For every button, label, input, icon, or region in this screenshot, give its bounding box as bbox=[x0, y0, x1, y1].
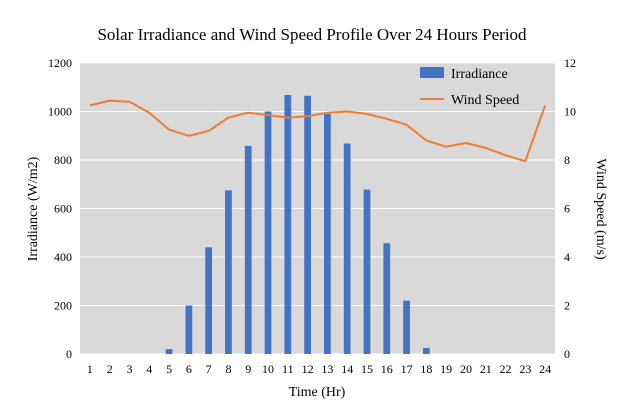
left-axis-tick-label: 0 bbox=[66, 347, 72, 361]
irradiance-bar bbox=[304, 95, 311, 355]
x-axis-tick-label: 15 bbox=[361, 362, 373, 376]
irradiance-bar bbox=[422, 347, 430, 354]
x-axis-tick-label: 5 bbox=[166, 362, 172, 376]
x-axis-tick-label: 8 bbox=[225, 362, 231, 376]
right-axis-tick-label: 12 bbox=[564, 56, 576, 70]
x-axis-tick-label: 17 bbox=[401, 362, 413, 376]
x-axis-tick-label: 2 bbox=[107, 362, 113, 376]
x-axis-tick-label: 14 bbox=[341, 362, 353, 376]
left-axis-tick-label: 800 bbox=[54, 153, 72, 167]
x-axis-tick-label: 21 bbox=[480, 362, 492, 376]
irradiance-bar bbox=[383, 243, 391, 354]
x-axis-tick-label: 19 bbox=[440, 362, 452, 376]
x-axis-tick-label: 22 bbox=[500, 362, 512, 376]
x-axis-tick-label: 11 bbox=[282, 362, 294, 376]
left-axis-title: Irradiance (W/m2) bbox=[26, 156, 41, 261]
right-axis-ticks: 0 2 4 6 8 10 12 bbox=[564, 56, 576, 361]
irradiance-bars bbox=[165, 95, 430, 355]
x-axis-tick-label: 4 bbox=[146, 362, 152, 376]
irradiance-bar bbox=[324, 113, 331, 354]
irradiance-bar bbox=[363, 189, 371, 354]
irradiance-bar bbox=[284, 95, 292, 354]
gridlines bbox=[80, 62, 555, 355]
irradiance-bar bbox=[264, 111, 272, 354]
x-axis-tick-label: 10 bbox=[262, 362, 274, 376]
x-axis-tick-label: 6 bbox=[186, 362, 192, 376]
left-axis-tick-label: 600 bbox=[54, 202, 72, 216]
x-axis-tick-label: 24 bbox=[539, 362, 551, 376]
right-axis-tick-label: 2 bbox=[564, 299, 570, 313]
irradiance-bar bbox=[225, 190, 232, 354]
wind-speed-line-layer bbox=[89, 99, 547, 163]
legend-wind-speed-label: Wind Speed bbox=[451, 93, 519, 108]
right-axis-title: Wind Speed (m/s) bbox=[593, 158, 608, 260]
legend-irradiance-swatch bbox=[420, 67, 444, 78]
left-axis-tick-label: 400 bbox=[54, 250, 72, 264]
x-axis-tick-label: 12 bbox=[302, 362, 314, 376]
irradiance-bar bbox=[343, 143, 351, 354]
right-axis-tick-label: 8 bbox=[564, 153, 570, 167]
x-axis-tick-label: 7 bbox=[206, 362, 212, 376]
left-axis-tick-label: 200 bbox=[54, 299, 72, 313]
right-axis-tick-label: 0 bbox=[564, 347, 570, 361]
x-axis-tick-label: 9 bbox=[245, 362, 251, 376]
legend-irradiance-label: Irradiance bbox=[451, 67, 508, 82]
irradiance-bar bbox=[244, 145, 252, 354]
x-axis-tick-label: 23 bbox=[519, 362, 531, 376]
x-axis-tick-label: 18 bbox=[420, 362, 432, 376]
x-axis-ticks: 1 2 3 4 5 6 7 8 9 10 11 12 13 14 15 16 17 18 19 20 21 22 23 24 bbox=[87, 362, 551, 376]
irradiance-bar bbox=[403, 300, 410, 354]
left-axis-tick-label: 1200 bbox=[48, 56, 72, 70]
x-axis-tick-label: 20 bbox=[460, 362, 472, 376]
legend: Irradiance Wind Speed bbox=[420, 67, 519, 108]
irradiance-bar bbox=[185, 305, 193, 354]
chart-title: Solar Irradiance and Wind Speed Profile … bbox=[97, 25, 527, 44]
x-axis-tick-label: 1 bbox=[87, 362, 93, 376]
x-axis-title: Time (Hr) bbox=[289, 385, 346, 400]
x-axis-tick-label: 13 bbox=[321, 362, 333, 376]
irradiance-bar bbox=[165, 349, 173, 354]
left-axis-ticks: 0 200 400 600 800 1000 1200 bbox=[48, 56, 72, 361]
left-axis-tick-label: 1000 bbox=[48, 105, 72, 119]
wind-speed-line bbox=[89, 99, 547, 163]
right-axis-tick-label: 4 bbox=[564, 250, 570, 264]
x-axis-tick-label: 3 bbox=[126, 362, 132, 376]
irradiance-bar bbox=[205, 247, 213, 354]
x-axis-tick-label: 16 bbox=[381, 362, 393, 376]
right-axis-tick-label: 10 bbox=[564, 105, 576, 119]
right-axis-tick-label: 6 bbox=[564, 202, 570, 216]
